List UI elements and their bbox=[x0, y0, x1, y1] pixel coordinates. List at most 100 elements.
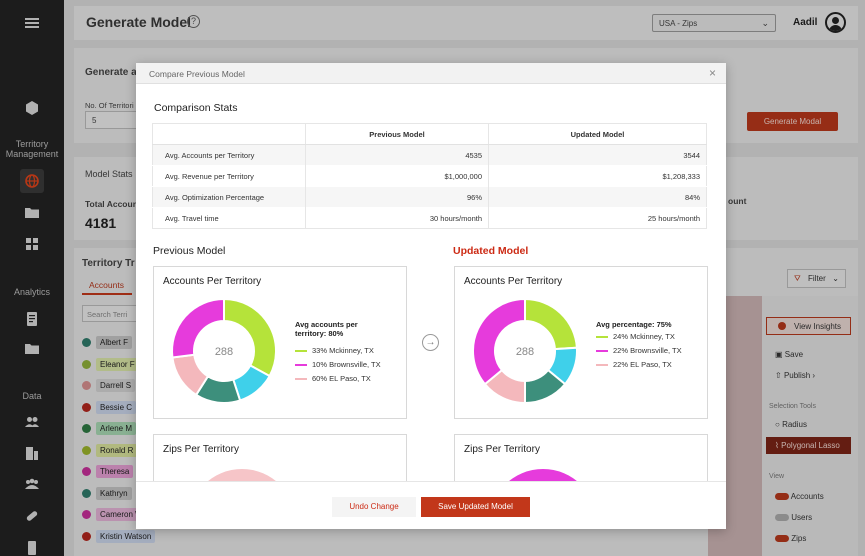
toggle-on-icon bbox=[775, 493, 789, 501]
folder-icon[interactable] bbox=[20, 337, 44, 361]
menu-icon[interactable] bbox=[20, 11, 44, 35]
territory-list-item[interactable]: Theresa bbox=[96, 465, 134, 478]
radius-tool[interactable]: ○ Radius bbox=[775, 420, 807, 429]
publish-label[interactable]: ⇧ Publish › bbox=[775, 371, 816, 380]
polygonal-lasso-label: ⌇ Polygonal Lasso bbox=[775, 441, 840, 450]
dialog-footer: Undo Change Save Updated Model bbox=[136, 481, 726, 529]
table-cell-updated: $1,208,333 bbox=[488, 165, 707, 187]
previous-accounts-card: Accounts Per Territory 288 Avg accounts … bbox=[153, 266, 407, 419]
building-icon[interactable] bbox=[20, 441, 44, 465]
donut-center-value: 288 bbox=[215, 346, 233, 358]
sidebar: Territory Management Analytics Data bbox=[0, 0, 64, 556]
lasso-icon: ⌇ bbox=[775, 441, 779, 450]
table-row: Avg. Optimization Percentage 96% 84% bbox=[152, 186, 707, 208]
legend-label: 22% Brownsville, TX bbox=[613, 346, 682, 355]
polygonal-lasso-button[interactable] bbox=[766, 437, 851, 454]
legend-item: 33% Mckinney, TX bbox=[295, 346, 374, 355]
globe-icon[interactable] bbox=[20, 169, 44, 193]
sidebar-section-analytics: Analytics bbox=[13, 287, 50, 297]
territory-list-item[interactable]: Ronald R bbox=[96, 443, 138, 457]
group-icon[interactable] bbox=[20, 472, 44, 496]
view-insights-button[interactable] bbox=[766, 317, 851, 335]
chevron-down-icon: ⌄ bbox=[832, 274, 839, 283]
total-accounts-value: 4181 bbox=[85, 215, 117, 231]
view-users-text: Users bbox=[791, 513, 813, 522]
save-updated-model-button[interactable]: Save Updated Model bbox=[421, 497, 530, 517]
view-users-toggle[interactable]: Users bbox=[775, 513, 812, 522]
undo-change-button[interactable]: Undo Change bbox=[332, 497, 416, 517]
comparison-table: Previous Model Updated Model Avg. Accoun… bbox=[152, 123, 707, 229]
donut-slice[interactable] bbox=[524, 297, 578, 351]
territory-list-item[interactable]: Albert F bbox=[96, 336, 133, 349]
chevron-down-icon: ⌄ bbox=[761, 18, 769, 28]
legend-swatch bbox=[596, 336, 608, 339]
territory-list-item[interactable]: Arlene M bbox=[96, 422, 137, 435]
table-cell-updated: 25 hours/month bbox=[488, 207, 707, 229]
donut-slice[interactable] bbox=[472, 297, 526, 386]
table-cell-label: Avg. Accounts per Territory bbox=[152, 144, 306, 166]
territories-label: No. Of Territori bbox=[85, 101, 134, 110]
sidebar-section-data: Data bbox=[22, 391, 42, 401]
territory-list-item[interactable]: Kathryn bbox=[96, 486, 132, 500]
territory-list-item[interactable]: Kristin Watson bbox=[96, 529, 156, 543]
generate-model-button[interactable]: Generate Modal bbox=[747, 112, 838, 131]
save-text: Save bbox=[784, 350, 804, 359]
table-row: Avg. Travel time 30 hours/month 25 hours/m… bbox=[152, 207, 707, 229]
region-select[interactable]: USA - Zips ⌄ bbox=[652, 14, 776, 32]
legend-label: 24% Mckinney, TX bbox=[613, 332, 675, 341]
column-header-updated: Updated Model bbox=[488, 123, 707, 145]
close-icon[interactable]: × bbox=[708, 66, 716, 80]
avatar[interactable] bbox=[825, 12, 846, 33]
card-title: Accounts Per Territory bbox=[464, 276, 563, 287]
legend-swatch bbox=[295, 378, 307, 381]
cube-icon[interactable] bbox=[20, 96, 44, 120]
total-accounts-label: Total Accoun bbox=[85, 199, 138, 209]
territory-panel-title: Territory Tr bbox=[82, 258, 135, 269]
legend-label: 33% Mckinney, TX bbox=[312, 346, 374, 355]
legend-label: 10% Brownsville, TX bbox=[312, 360, 381, 369]
table-cell-previous: 30 hours/month bbox=[305, 207, 489, 229]
territory-color-dot bbox=[82, 381, 91, 390]
table-header-row: Previous Model Updated Model bbox=[152, 123, 707, 145]
legend-item: 22% Brownsville, TX bbox=[596, 346, 682, 355]
tab-underline bbox=[82, 293, 132, 295]
filter-button[interactable]: ⛛ Filter ⌄ bbox=[787, 269, 846, 288]
generate-panel-title: Generate a bbox=[85, 67, 137, 78]
territory-list-item[interactable]: Darrell S bbox=[96, 379, 136, 392]
view-accounts-toggle[interactable]: Accounts bbox=[775, 492, 824, 501]
dialog-title: Compare Previous Model bbox=[149, 69, 245, 79]
territory-color-dot bbox=[82, 488, 91, 498]
page-title: Generate Model bbox=[86, 14, 192, 30]
view-zips-toggle[interactable]: Zips bbox=[775, 534, 806, 543]
alert-icon bbox=[778, 322, 786, 330]
territory-color-dot bbox=[82, 467, 91, 476]
table-cell-updated: 84% bbox=[488, 186, 707, 208]
help-icon[interactable]: ? bbox=[187, 15, 200, 28]
territory-list-item[interactable]: Eleanor F bbox=[96, 357, 139, 371]
table-cell-label: Avg. Optimization Percentage bbox=[152, 186, 306, 208]
column-header-previous: Previous Model bbox=[305, 123, 489, 145]
users-icon[interactable] bbox=[20, 410, 44, 434]
legend-item: 22% EL Paso, TX bbox=[596, 360, 672, 369]
battery-icon[interactable] bbox=[20, 535, 44, 556]
card-title: Zips Per Territory bbox=[464, 444, 540, 455]
donut-slice[interactable] bbox=[171, 297, 225, 359]
filter-label: Filter bbox=[808, 274, 826, 283]
comparison-table-body: Avg. Accounts per Territory 4535 3544 Avg. … bbox=[152, 144, 707, 229]
arrow-right-icon: → bbox=[422, 334, 439, 351]
tab-accounts[interactable]: Accounts bbox=[89, 280, 124, 290]
folder-icon[interactable] bbox=[20, 201, 44, 225]
search-placeholder: Search Terri bbox=[87, 310, 128, 319]
legend-swatch bbox=[596, 350, 608, 353]
filter-icon: ⛛ bbox=[794, 274, 801, 283]
pill-icon[interactable] bbox=[20, 504, 44, 528]
sidebar-section-territory-management: Territory Management bbox=[5, 139, 59, 159]
save-label[interactable]: ▣ Save bbox=[775, 350, 803, 359]
legend-swatch bbox=[295, 350, 307, 353]
grid-icon[interactable] bbox=[20, 232, 44, 256]
report-icon[interactable] bbox=[20, 307, 44, 331]
territory-list-item[interactable]: Bessie C bbox=[96, 400, 137, 414]
territory-color-dot bbox=[82, 510, 91, 519]
table-cell-previous: 4535 bbox=[305, 144, 489, 166]
table-cell-previous: $1,000,000 bbox=[305, 165, 489, 187]
